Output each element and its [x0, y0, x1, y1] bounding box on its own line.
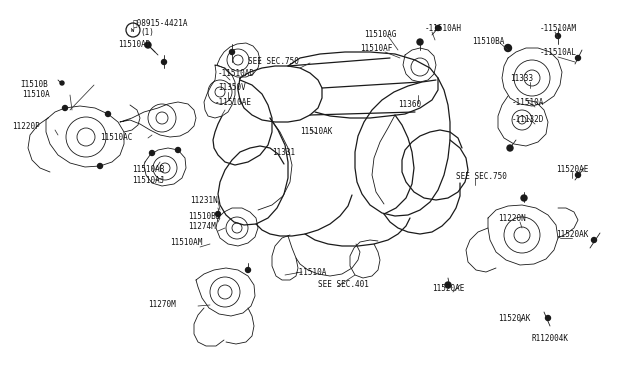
Text: 11220N: 11220N [498, 214, 525, 223]
Text: R112004K: R112004K [532, 334, 569, 343]
Text: -11510A: -11510A [295, 268, 328, 277]
Text: -11510AH: -11510AH [425, 24, 462, 33]
Text: 11520AK: 11520AK [498, 314, 531, 323]
Circle shape [417, 39, 423, 45]
Text: 11510BA: 11510BA [472, 37, 504, 46]
Circle shape [246, 267, 250, 273]
Circle shape [575, 173, 580, 177]
Text: -11510A: -11510A [512, 98, 545, 107]
Text: -11510AD: -11510AD [218, 69, 255, 78]
Text: 11331: 11331 [272, 148, 295, 157]
Circle shape [175, 148, 180, 153]
Circle shape [435, 26, 440, 31]
Text: 11220P: 11220P [12, 122, 40, 131]
Circle shape [445, 282, 451, 288]
Text: 11510AM: 11510AM [170, 238, 202, 247]
Text: 11510AJ: 11510AJ [132, 176, 164, 185]
Circle shape [150, 151, 154, 155]
Text: W: W [131, 28, 134, 32]
Circle shape [216, 212, 221, 217]
Text: SEE SEC.401: SEE SEC.401 [318, 280, 369, 289]
Circle shape [161, 60, 166, 64]
Text: (1): (1) [140, 28, 154, 37]
Text: 11360: 11360 [398, 100, 421, 109]
Circle shape [521, 195, 527, 201]
Text: 11510AD: 11510AD [118, 40, 150, 49]
Text: I1350V: I1350V [218, 83, 246, 92]
Text: SEE SEC.750: SEE SEC.750 [248, 57, 299, 66]
Text: -11510AM: -11510AM [540, 24, 577, 33]
Text: -11510AE: -11510AE [215, 98, 252, 107]
Circle shape [145, 42, 151, 48]
Circle shape [545, 315, 550, 321]
Circle shape [230, 49, 234, 55]
Text: 11510AF: 11510AF [360, 44, 392, 53]
Circle shape [60, 81, 64, 85]
Text: Ⓦ08915-4421A: Ⓦ08915-4421A [133, 18, 189, 27]
Text: SEE SEC.750: SEE SEC.750 [456, 172, 507, 181]
Text: I1510B: I1510B [20, 80, 48, 89]
Text: 11231N: 11231N [190, 196, 218, 205]
Text: 11520AE: 11520AE [556, 165, 588, 174]
Text: 11270M: 11270M [148, 300, 176, 309]
Text: 11510AK: 11510AK [300, 127, 332, 136]
Circle shape [575, 55, 580, 61]
Text: -11510AL: -11510AL [540, 48, 577, 57]
Circle shape [556, 33, 561, 38]
Text: -11132D: -11132D [512, 115, 545, 124]
Circle shape [63, 106, 67, 110]
Text: 11510AB: 11510AB [132, 165, 164, 174]
Text: 11510AG: 11510AG [364, 30, 396, 39]
Text: 11510AC: 11510AC [100, 133, 132, 142]
Circle shape [97, 164, 102, 169]
Circle shape [507, 145, 513, 151]
Text: 11520AE: 11520AE [432, 284, 465, 293]
Circle shape [106, 112, 111, 116]
Text: 11510A: 11510A [22, 90, 50, 99]
Circle shape [504, 45, 511, 51]
Text: 11274M: 11274M [188, 222, 216, 231]
Text: 11333: 11333 [510, 74, 533, 83]
Text: 11520AK: 11520AK [556, 230, 588, 239]
Circle shape [591, 237, 596, 243]
Text: 11510BB: 11510BB [188, 212, 220, 221]
